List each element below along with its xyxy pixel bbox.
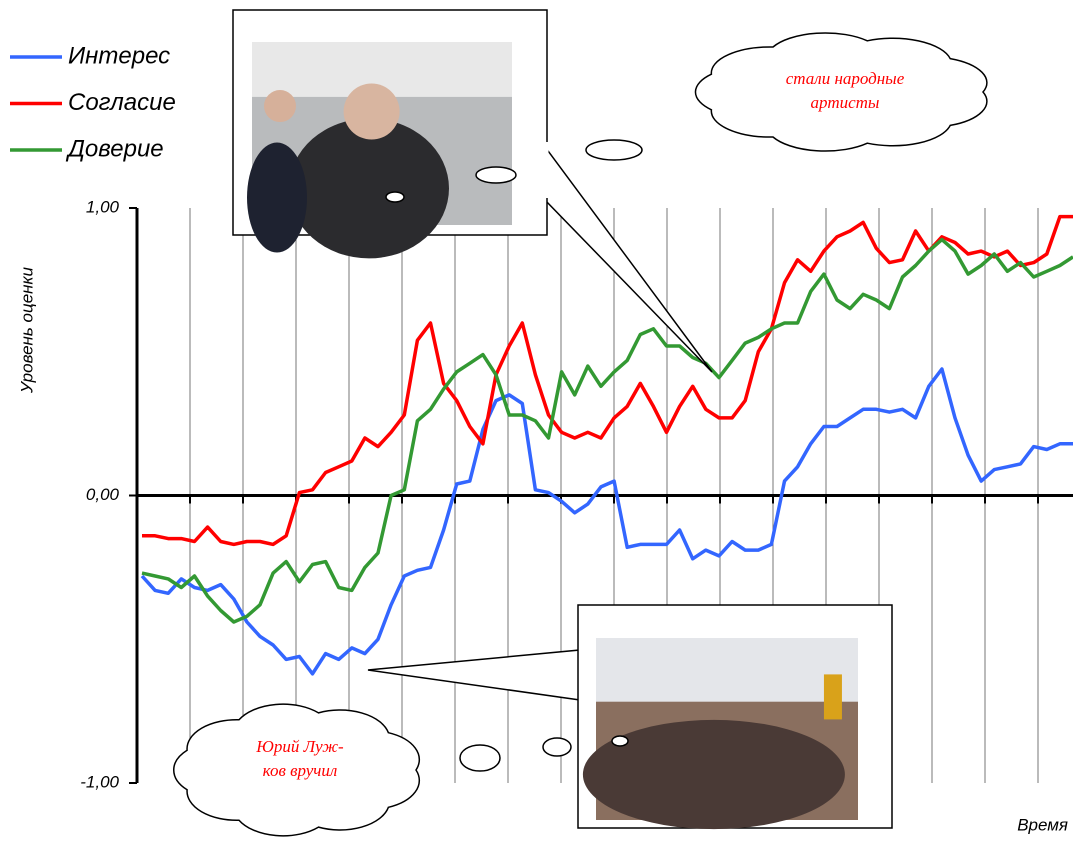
callout-pointer xyxy=(367,649,581,701)
series-line xyxy=(142,214,1073,547)
annotation: Юрий Луж- xyxy=(255,737,344,756)
thought-bubble xyxy=(585,139,643,161)
photo-crowd xyxy=(582,719,845,830)
y-axis-label: Уровень оценки xyxy=(17,266,36,394)
photo-head xyxy=(343,83,400,140)
photo-head2 xyxy=(264,90,296,123)
y-tick-label: -1,00 xyxy=(80,772,119,791)
legend-label: Согласие xyxy=(68,89,176,116)
y-tick-label: 1,00 xyxy=(86,197,120,216)
thought-bubble xyxy=(542,737,572,757)
annotation: ков вручил xyxy=(263,761,338,780)
callout-pointer xyxy=(539,137,713,373)
legend-label: Интерес xyxy=(68,42,170,69)
cloud xyxy=(173,703,421,837)
thought-bubble xyxy=(475,166,517,184)
thought-bubble xyxy=(385,191,405,203)
series-line xyxy=(141,237,1073,624)
cloud xyxy=(694,32,988,152)
photo-person2 xyxy=(247,142,307,253)
thought-bubble xyxy=(611,735,629,747)
annotation: артисты xyxy=(811,93,880,112)
photo-flag xyxy=(823,674,842,720)
series-line xyxy=(140,367,1073,676)
y-tick-label: 0,00 xyxy=(86,485,120,504)
photo-ceiling xyxy=(596,638,858,702)
photo-person xyxy=(289,118,449,259)
annotation: стали народные xyxy=(786,69,905,88)
x-axis-label: Время xyxy=(1017,815,1068,834)
legend-label: Доверие xyxy=(65,135,164,162)
thought-bubble xyxy=(459,744,501,772)
